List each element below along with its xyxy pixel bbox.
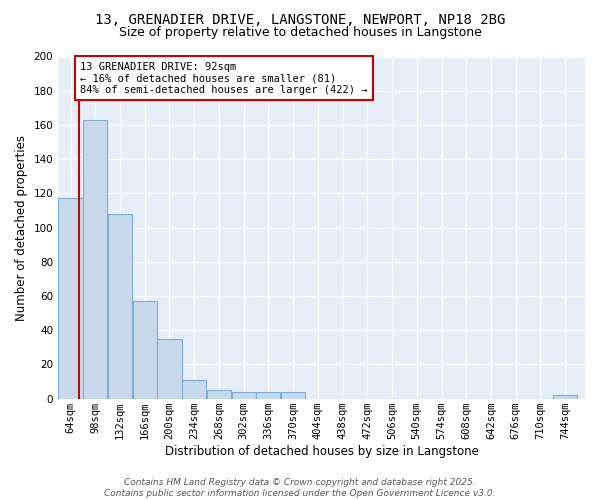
Bar [157,339,182,398]
Bar [256,392,280,398]
Bar [133,301,157,398]
Bar [232,392,256,398]
Text: 13 GRENADIER DRIVE: 92sqm
← 16% of detached houses are smaller (81)
84% of semi-: 13 GRENADIER DRIVE: 92sqm ← 16% of detac… [80,62,367,95]
Bar [207,390,231,398]
Bar [182,380,206,398]
Text: Size of property relative to detached houses in Langstone: Size of property relative to detached ho… [119,26,481,39]
Bar [108,214,132,398]
Bar [553,395,577,398]
Bar [58,198,83,398]
X-axis label: Distribution of detached houses by size in Langstone: Distribution of detached houses by size … [164,444,479,458]
Text: Contains HM Land Registry data © Crown copyright and database right 2025.
Contai: Contains HM Land Registry data © Crown c… [104,478,496,498]
Bar [83,120,107,398]
Bar [281,392,305,398]
Text: 13, GRENADIER DRIVE, LANGSTONE, NEWPORT, NP18 2BG: 13, GRENADIER DRIVE, LANGSTONE, NEWPORT,… [95,12,505,26]
Y-axis label: Number of detached properties: Number of detached properties [15,134,28,320]
